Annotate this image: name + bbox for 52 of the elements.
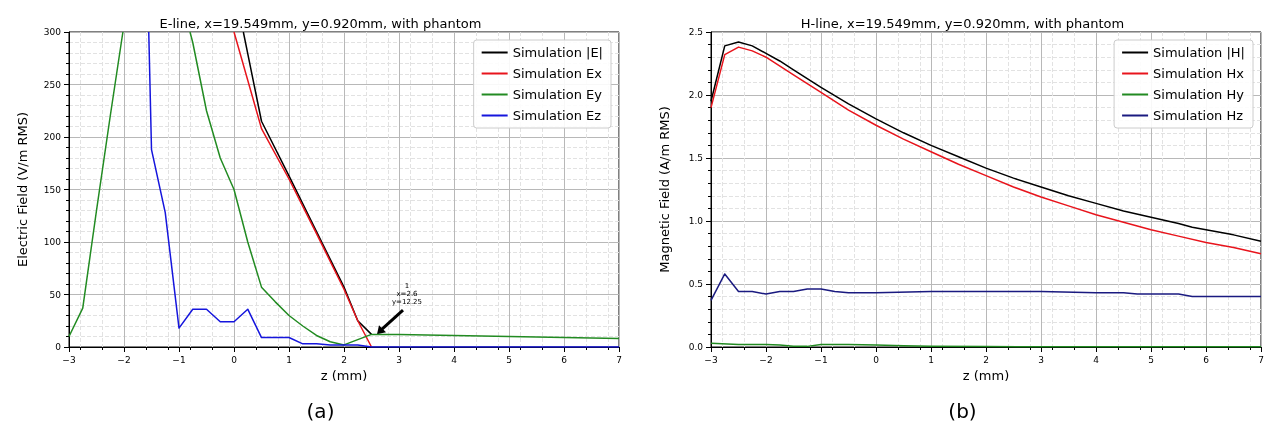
x-tick-label: 1 (928, 354, 934, 365)
legend-label: Simulation Ey (512, 87, 603, 102)
x-tick-label: 2 (341, 354, 347, 365)
line-series (710, 273, 1262, 302)
x-tick-label: −2 (759, 354, 773, 365)
legend-label: Simulation Hz (1153, 108, 1244, 123)
y-tick-label: 100 (43, 237, 62, 247)
x-tick-label: 7 (616, 354, 622, 365)
y-tick-label: 300 (43, 27, 62, 37)
legend-label: Simulation Ex (512, 66, 603, 81)
x-tick-label: −3 (62, 354, 76, 365)
text: (a) (306, 399, 335, 423)
y-tick-label: 50 (49, 289, 62, 300)
x-tick-label: −2 (117, 354, 131, 365)
x-tick-label: 5 (506, 354, 512, 365)
text: (b) (948, 399, 977, 423)
y-tick-label: 1.0 (688, 216, 704, 226)
x-tick-label: −3 (704, 354, 718, 365)
legend-label: Simulation |E| (512, 45, 604, 60)
chart-title: E-line, x=19.549mm, y=0.920mm, with phantom (159, 16, 482, 31)
legend-label: Simulation Ez (512, 108, 602, 123)
x-axis-title: z (mm) (962, 368, 1010, 383)
x-tick-label: 4 (451, 354, 458, 365)
x-tick-label: 5 (1148, 354, 1154, 365)
y-axis-title: Electric Field (V/m RMS) (15, 111, 30, 268)
x-tick-label: 6 (561, 354, 568, 365)
x-tick-label: 3 (396, 354, 402, 365)
x-tick-label: 4 (1093, 354, 1100, 365)
y-tick-label: 200 (43, 132, 62, 142)
y-tick-label: 1.5 (688, 153, 703, 163)
x-tick-label: 0 (231, 354, 238, 365)
x-tick-label: 0 (873, 354, 880, 365)
y-tick-label: 0.5 (688, 279, 703, 289)
x-tick-label: 2 (983, 354, 989, 365)
x-axis-title: z (mm) (320, 368, 368, 383)
chart-title: H-line, x=19.549mm, y=0.920mm, with phantom (800, 16, 1125, 31)
y-tick-label: 0 (55, 342, 62, 352)
y-tick-label: 2.5 (688, 27, 703, 37)
y-tick-label: 250 (43, 79, 62, 90)
x-tick-label: 7 (1258, 354, 1264, 365)
x-tick-label: 1 (286, 354, 292, 365)
x-tick-label: 6 (1203, 354, 1210, 365)
y-tick-label: 0.0 (688, 342, 704, 352)
y-tick-label: 150 (43, 184, 62, 195)
y-axis-title: Magnetic Field (A/m RMS) (657, 106, 672, 273)
legend-label: Simulation |H| (1153, 45, 1246, 60)
x-tick-label: 3 (1038, 354, 1044, 365)
x-tick-label: −1 (172, 354, 186, 365)
legend-label: Simulation Hy (1153, 87, 1245, 102)
x-tick-label: −1 (814, 354, 828, 365)
legend-label: Simulation Hx (1153, 66, 1245, 81)
y-tick-label: 2.0 (688, 90, 704, 100)
